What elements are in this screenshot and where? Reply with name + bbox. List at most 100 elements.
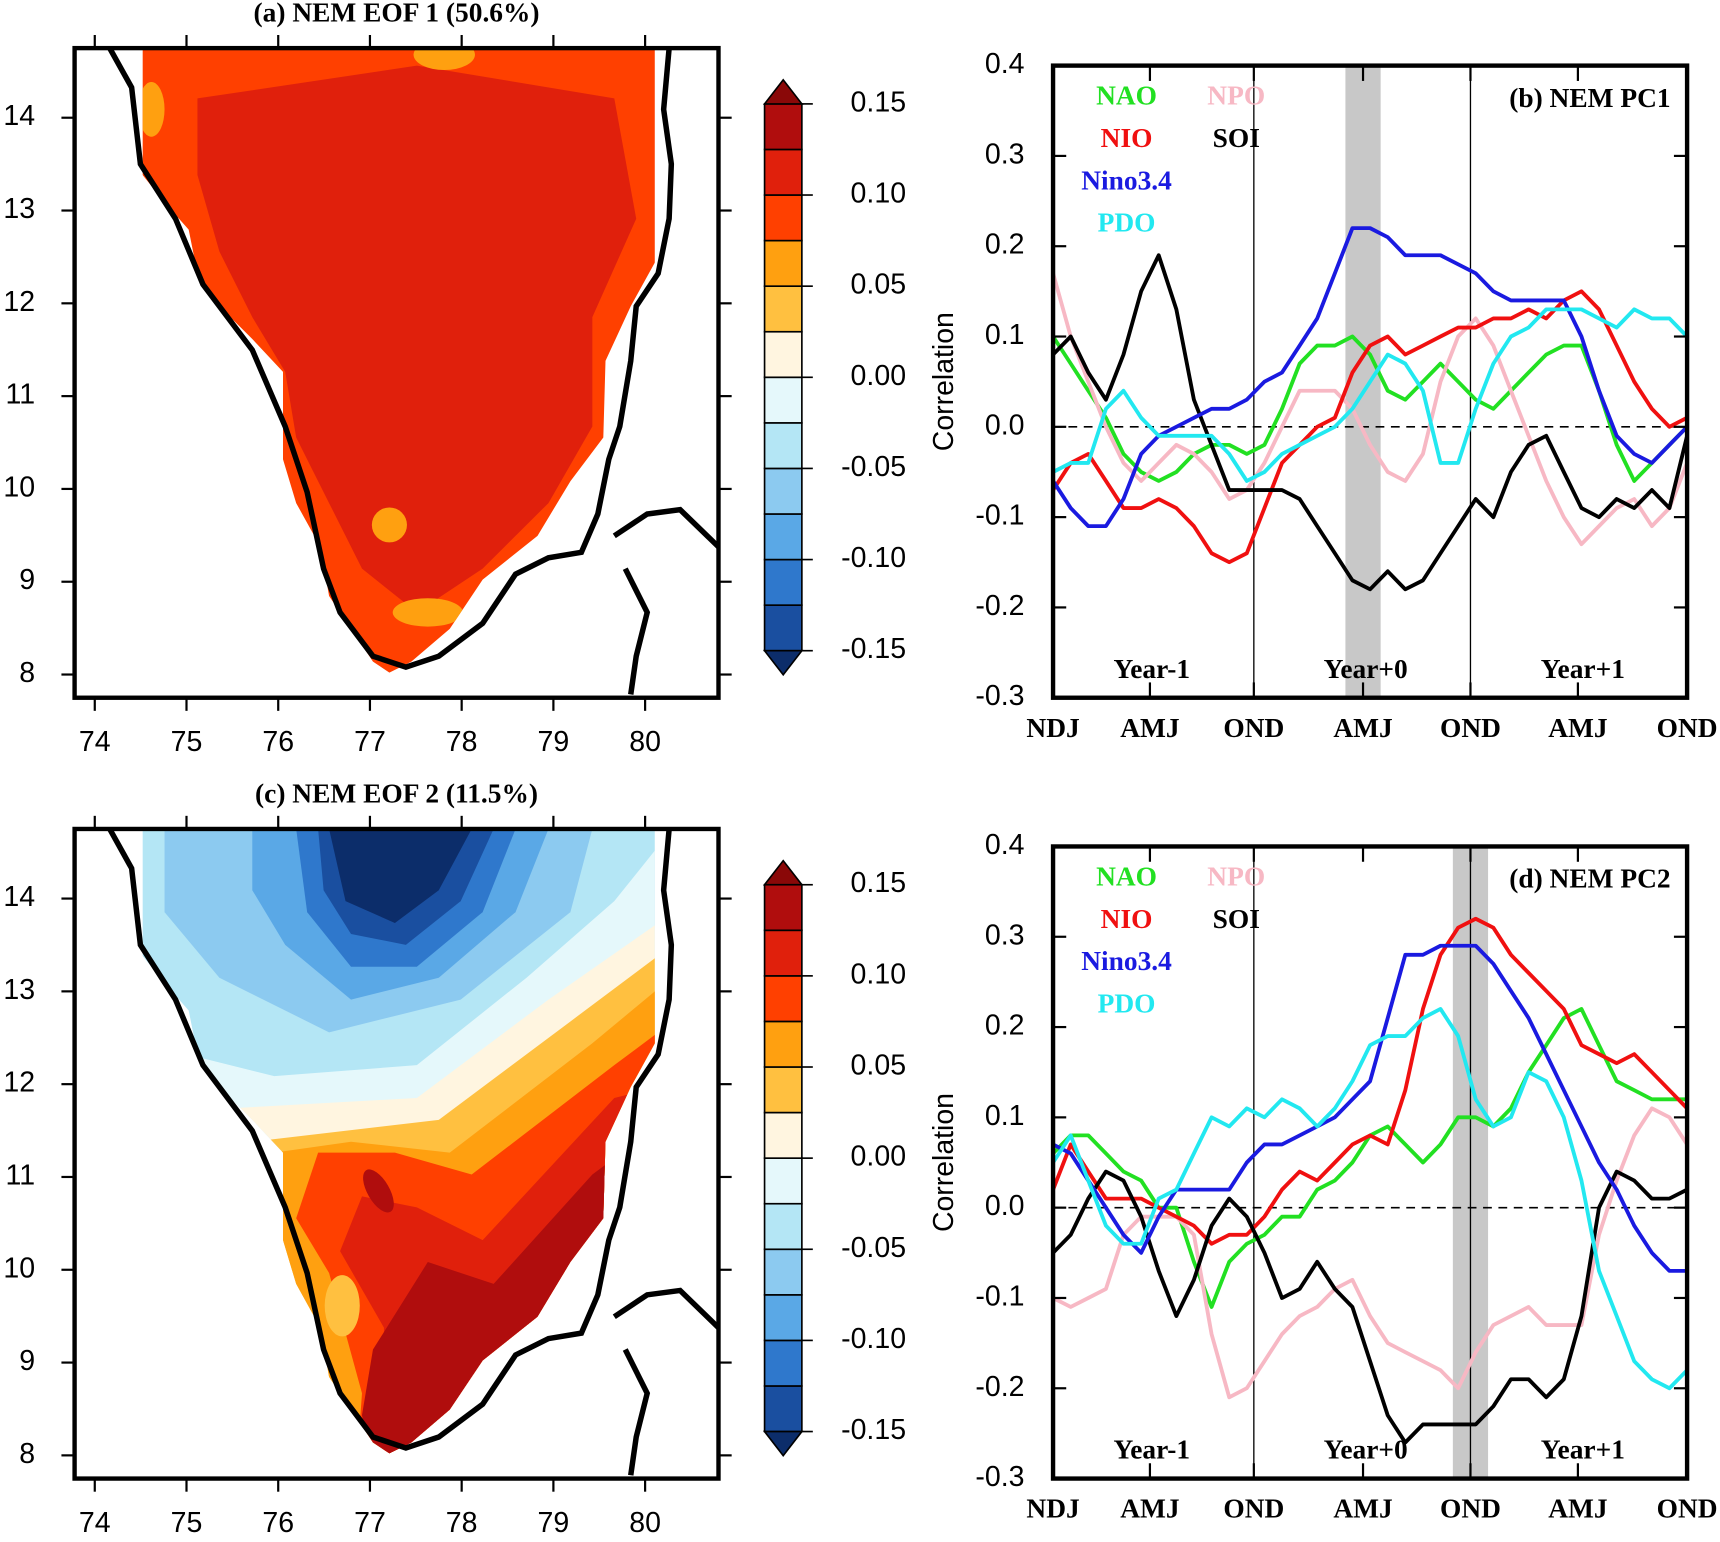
colorbar-bin bbox=[763, 1385, 803, 1433]
y-tick-label: 9 bbox=[19, 1345, 35, 1377]
field-level bbox=[371, 507, 407, 543]
series-line bbox=[1051, 272, 1689, 547]
x-tick-label: 74 bbox=[79, 1507, 111, 1539]
colorbar-tick-label: -0.15 bbox=[841, 1414, 906, 1446]
legend-entry: NIO bbox=[1101, 904, 1153, 934]
colorbar-bin bbox=[763, 929, 803, 977]
annotation: Year+0 bbox=[1324, 654, 1408, 684]
x-tick-label: 80 bbox=[629, 726, 661, 758]
x-tick-label: 78 bbox=[446, 1507, 478, 1539]
field-level bbox=[413, 48, 475, 70]
x-tick-label: 79 bbox=[538, 726, 570, 758]
colorbar-bin bbox=[763, 1294, 803, 1342]
y-tick-label: -0.2 bbox=[975, 1371, 1024, 1403]
annotation: Year-1 bbox=[1113, 1435, 1190, 1465]
legend-entry: PDO bbox=[1098, 208, 1156, 238]
x-tick-label: AMJ bbox=[1333, 1494, 1392, 1524]
colorbar-bin bbox=[763, 1248, 803, 1296]
legend-entry: NPO bbox=[1207, 81, 1265, 111]
coastline bbox=[612, 1287, 721, 1330]
colorbar-tick-label: -0.15 bbox=[841, 633, 906, 665]
x-tick-label: 74 bbox=[79, 726, 111, 758]
x-tick-label: NDJ bbox=[1026, 713, 1079, 743]
field-level bbox=[329, 828, 472, 924]
x-tick-label: 78 bbox=[446, 726, 478, 758]
y-tick-label: -0.1 bbox=[975, 1281, 1024, 1313]
coastline bbox=[622, 1348, 651, 1476]
series-line bbox=[1052, 307, 1689, 483]
y-tick-label: 0.3 bbox=[985, 138, 1025, 170]
colorbar-bin bbox=[763, 422, 803, 470]
y-tick-label: 0.1 bbox=[985, 319, 1025, 351]
field-level bbox=[324, 1275, 360, 1337]
colorbar-bin bbox=[763, 883, 803, 932]
y-tick-label: -0.3 bbox=[975, 1461, 1024, 1493]
panel-title: (b) NEM PC1 bbox=[1509, 83, 1670, 113]
y-tick-label: 10 bbox=[3, 1252, 35, 1284]
colorbar-bin bbox=[763, 330, 803, 379]
colorbar-tick-label: -0.10 bbox=[841, 1323, 906, 1355]
y-tick-label: -0.2 bbox=[975, 590, 1024, 622]
legend-entry: Nino3.4 bbox=[1081, 165, 1172, 195]
x-tick-label: 77 bbox=[354, 726, 386, 758]
colorbar-bin bbox=[763, 103, 803, 151]
x-tick-label: 79 bbox=[538, 1507, 570, 1539]
y-tick-label: 0.4 bbox=[985, 48, 1025, 80]
colorbar-bin bbox=[763, 239, 803, 287]
x-tick-label: 76 bbox=[262, 726, 294, 758]
series-line bbox=[1051, 289, 1688, 565]
colorbar-bin bbox=[763, 558, 803, 606]
panel-title: (c) NEM EOF 2 (11.5%) bbox=[255, 778, 538, 808]
coastline bbox=[107, 46, 675, 670]
y-tick-label: 0.4 bbox=[985, 829, 1025, 861]
colorbar-tick-label: 0.10 bbox=[851, 958, 907, 990]
colorbar-tick-label: -0.10 bbox=[841, 542, 906, 574]
colorbar-tick-label: -0.05 bbox=[841, 1232, 906, 1264]
coastline bbox=[107, 827, 675, 1451]
colorbar-bin bbox=[763, 194, 803, 242]
x-tick-label: OND bbox=[1657, 713, 1718, 743]
series-line bbox=[1051, 334, 1689, 483]
colorbar-bin bbox=[763, 467, 803, 515]
colorbar-bin bbox=[763, 1020, 803, 1068]
y-tick-label: 8 bbox=[19, 1438, 35, 1470]
colorbar-bin bbox=[763, 604, 803, 652]
series-line bbox=[1051, 1007, 1689, 1391]
field bbox=[142, 48, 655, 673]
y-tick-label: 0.2 bbox=[985, 229, 1025, 261]
x-tick-label: AMJ bbox=[1333, 713, 1392, 743]
legend-entry: NPO bbox=[1207, 862, 1265, 892]
y-tick-label: 14 bbox=[3, 881, 35, 913]
y-tick-label: 14 bbox=[3, 100, 35, 132]
colorbar-tick-label: 0.15 bbox=[851, 867, 907, 899]
y-tick-label: 12 bbox=[3, 1067, 35, 1099]
legend-entry: NAO bbox=[1096, 81, 1157, 111]
legend-entry: NIO bbox=[1101, 123, 1153, 153]
annotation: Year+1 bbox=[1541, 1435, 1625, 1465]
series-line bbox=[1051, 253, 1689, 592]
y-tick-label: 13 bbox=[3, 193, 35, 225]
colorbar-extend bbox=[762, 78, 804, 105]
y-tick-label: 9 bbox=[19, 564, 35, 596]
x-tick-label: 80 bbox=[629, 1507, 661, 1539]
colorbar-bin bbox=[763, 975, 803, 1023]
colorbar-tick-label: 0.05 bbox=[851, 269, 907, 301]
y-tick-label: -0.3 bbox=[975, 680, 1024, 712]
annotation: Year+0 bbox=[1324, 1435, 1408, 1465]
y-axis-label: Correlation bbox=[928, 312, 960, 451]
colorbar-tick-label: 0.10 bbox=[851, 178, 907, 210]
coastline bbox=[612, 506, 721, 549]
y-tick-label: 11 bbox=[5, 379, 35, 411]
colorbar-tick-label: 0.15 bbox=[851, 86, 907, 118]
x-tick-label: AMJ bbox=[1120, 713, 1179, 743]
y-tick-label: 12 bbox=[3, 286, 35, 318]
legend-entry: SOI bbox=[1213, 904, 1260, 934]
x-tick-label: 75 bbox=[171, 1507, 203, 1539]
colorbar-tick-label: 0.00 bbox=[851, 1141, 907, 1173]
colorbar-bin bbox=[763, 1066, 803, 1114]
y-tick-label: 0.0 bbox=[985, 1190, 1025, 1222]
x-tick-label: AMJ bbox=[1548, 1494, 1607, 1524]
series-line bbox=[1051, 1169, 1688, 1445]
